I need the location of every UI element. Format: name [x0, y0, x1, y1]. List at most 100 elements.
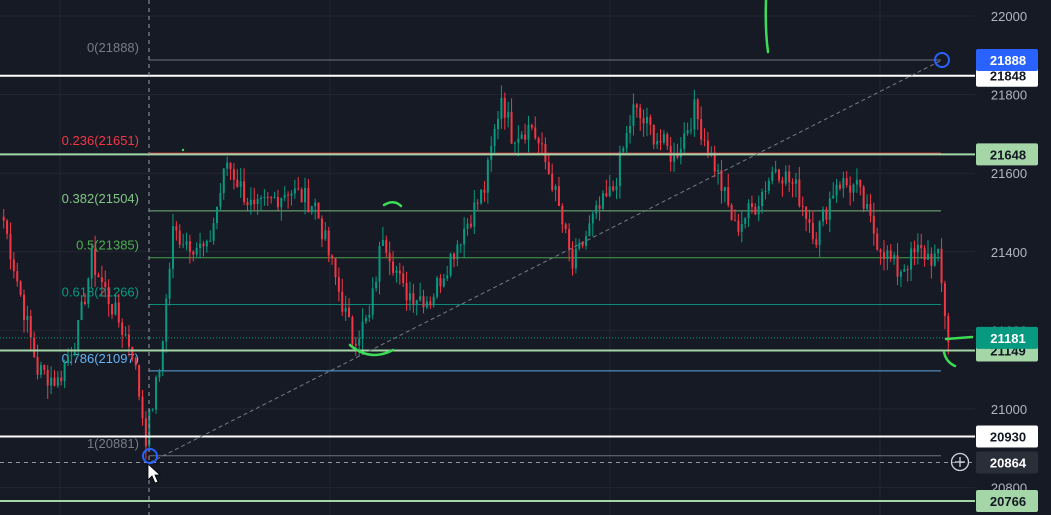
candle-body [33, 337, 36, 357]
candle-body [500, 97, 503, 119]
candle-body [622, 148, 625, 152]
candle-body [588, 223, 591, 237]
candle-body [578, 242, 581, 249]
candle-body [317, 202, 320, 219]
candle-body [849, 185, 852, 193]
candle-body [185, 241, 188, 245]
candle-body [419, 296, 422, 301]
candle-body [314, 202, 317, 206]
candle-body [236, 179, 239, 187]
candle-body [100, 277, 103, 283]
candle-body [723, 187, 726, 191]
candle-body [165, 298, 168, 342]
candle-body [781, 180, 784, 184]
candle-body [767, 180, 770, 191]
fib-level-label: 0.236(21651) [62, 133, 139, 148]
candle-body [537, 138, 540, 144]
price-tick-label: 21800 [991, 88, 1027, 103]
candle-body [720, 170, 723, 191]
candle-body [351, 317, 354, 344]
candle-body [896, 255, 899, 277]
candle-body [591, 213, 594, 224]
candle-body [422, 296, 425, 308]
candle-body [605, 193, 608, 197]
candle-body [466, 223, 469, 229]
candle-body [541, 143, 544, 145]
candle-body [388, 252, 391, 262]
candle-body [94, 248, 97, 275]
candle-body [46, 369, 49, 386]
candle-body [256, 199, 259, 205]
candle-body [689, 129, 692, 131]
cursor-arrow-icon [147, 463, 162, 484]
candle-body [893, 255, 896, 259]
candle-body [67, 356, 70, 364]
candle-body [405, 283, 408, 301]
horizontal-lines[interactable] [0, 74, 975, 502]
candle-body [527, 124, 530, 140]
candle-body [212, 223, 215, 241]
candle-body [886, 250, 889, 260]
plus-circle-icon[interactable] [950, 452, 970, 472]
candle-body [446, 275, 449, 279]
candle-body [764, 190, 767, 192]
price-badge-label: 21848 [990, 69, 1026, 84]
candle-body [730, 204, 733, 221]
candle-body [476, 202, 479, 204]
candle-body [215, 206, 218, 224]
candle-body [585, 236, 588, 246]
price-badge [976, 451, 1038, 474]
candle-body [361, 321, 364, 339]
candle-body [270, 197, 273, 199]
candle-body [933, 253, 936, 266]
candle-body [12, 259, 15, 272]
candle-body [686, 130, 689, 134]
candle-body [754, 206, 757, 215]
candle-body [608, 186, 611, 197]
candle-body [232, 169, 235, 180]
candle-body [398, 270, 401, 274]
price-tick-label: 22000 [991, 9, 1027, 24]
candle-body [794, 179, 797, 184]
candle-body [6, 220, 9, 234]
candle-body [649, 117, 652, 125]
candle-body [632, 104, 635, 126]
candle-body [666, 134, 669, 146]
candle-body [561, 206, 564, 225]
drawings [0, 0, 975, 515]
price-badge-label: 21888 [990, 53, 1026, 68]
candle-body [771, 171, 774, 181]
candle-body [530, 124, 533, 128]
candle-body [253, 199, 256, 205]
candle-body [808, 219, 811, 223]
candle-body [855, 179, 858, 185]
handwritten-stroke [764, 0, 770, 54]
icons[interactable] [147, 452, 970, 484]
candle-body [354, 343, 357, 346]
candle-body [774, 169, 777, 172]
fib-anchor-start-marker[interactable] [142, 448, 158, 464]
fib-level-label: 0.786(21097) [62, 351, 139, 366]
candle-body [879, 249, 882, 253]
candle-body [246, 202, 249, 206]
candle-body [219, 192, 222, 207]
candle-body [266, 196, 269, 198]
candle-body [80, 301, 83, 321]
candle-body [378, 245, 381, 282]
fib-anchor-end-marker[interactable] [934, 52, 950, 68]
candle-body [903, 269, 906, 272]
candle-body [480, 189, 483, 204]
candle-body [178, 230, 181, 245]
candle-body [544, 143, 547, 163]
candle-body [930, 253, 933, 266]
candle-body [358, 338, 361, 346]
candle-body [747, 203, 750, 219]
candle-body [798, 179, 801, 207]
candle-body [155, 377, 158, 410]
candle-body [310, 205, 313, 213]
candle-body [134, 358, 137, 366]
candle-body [574, 248, 577, 269]
candle-body [199, 243, 202, 248]
